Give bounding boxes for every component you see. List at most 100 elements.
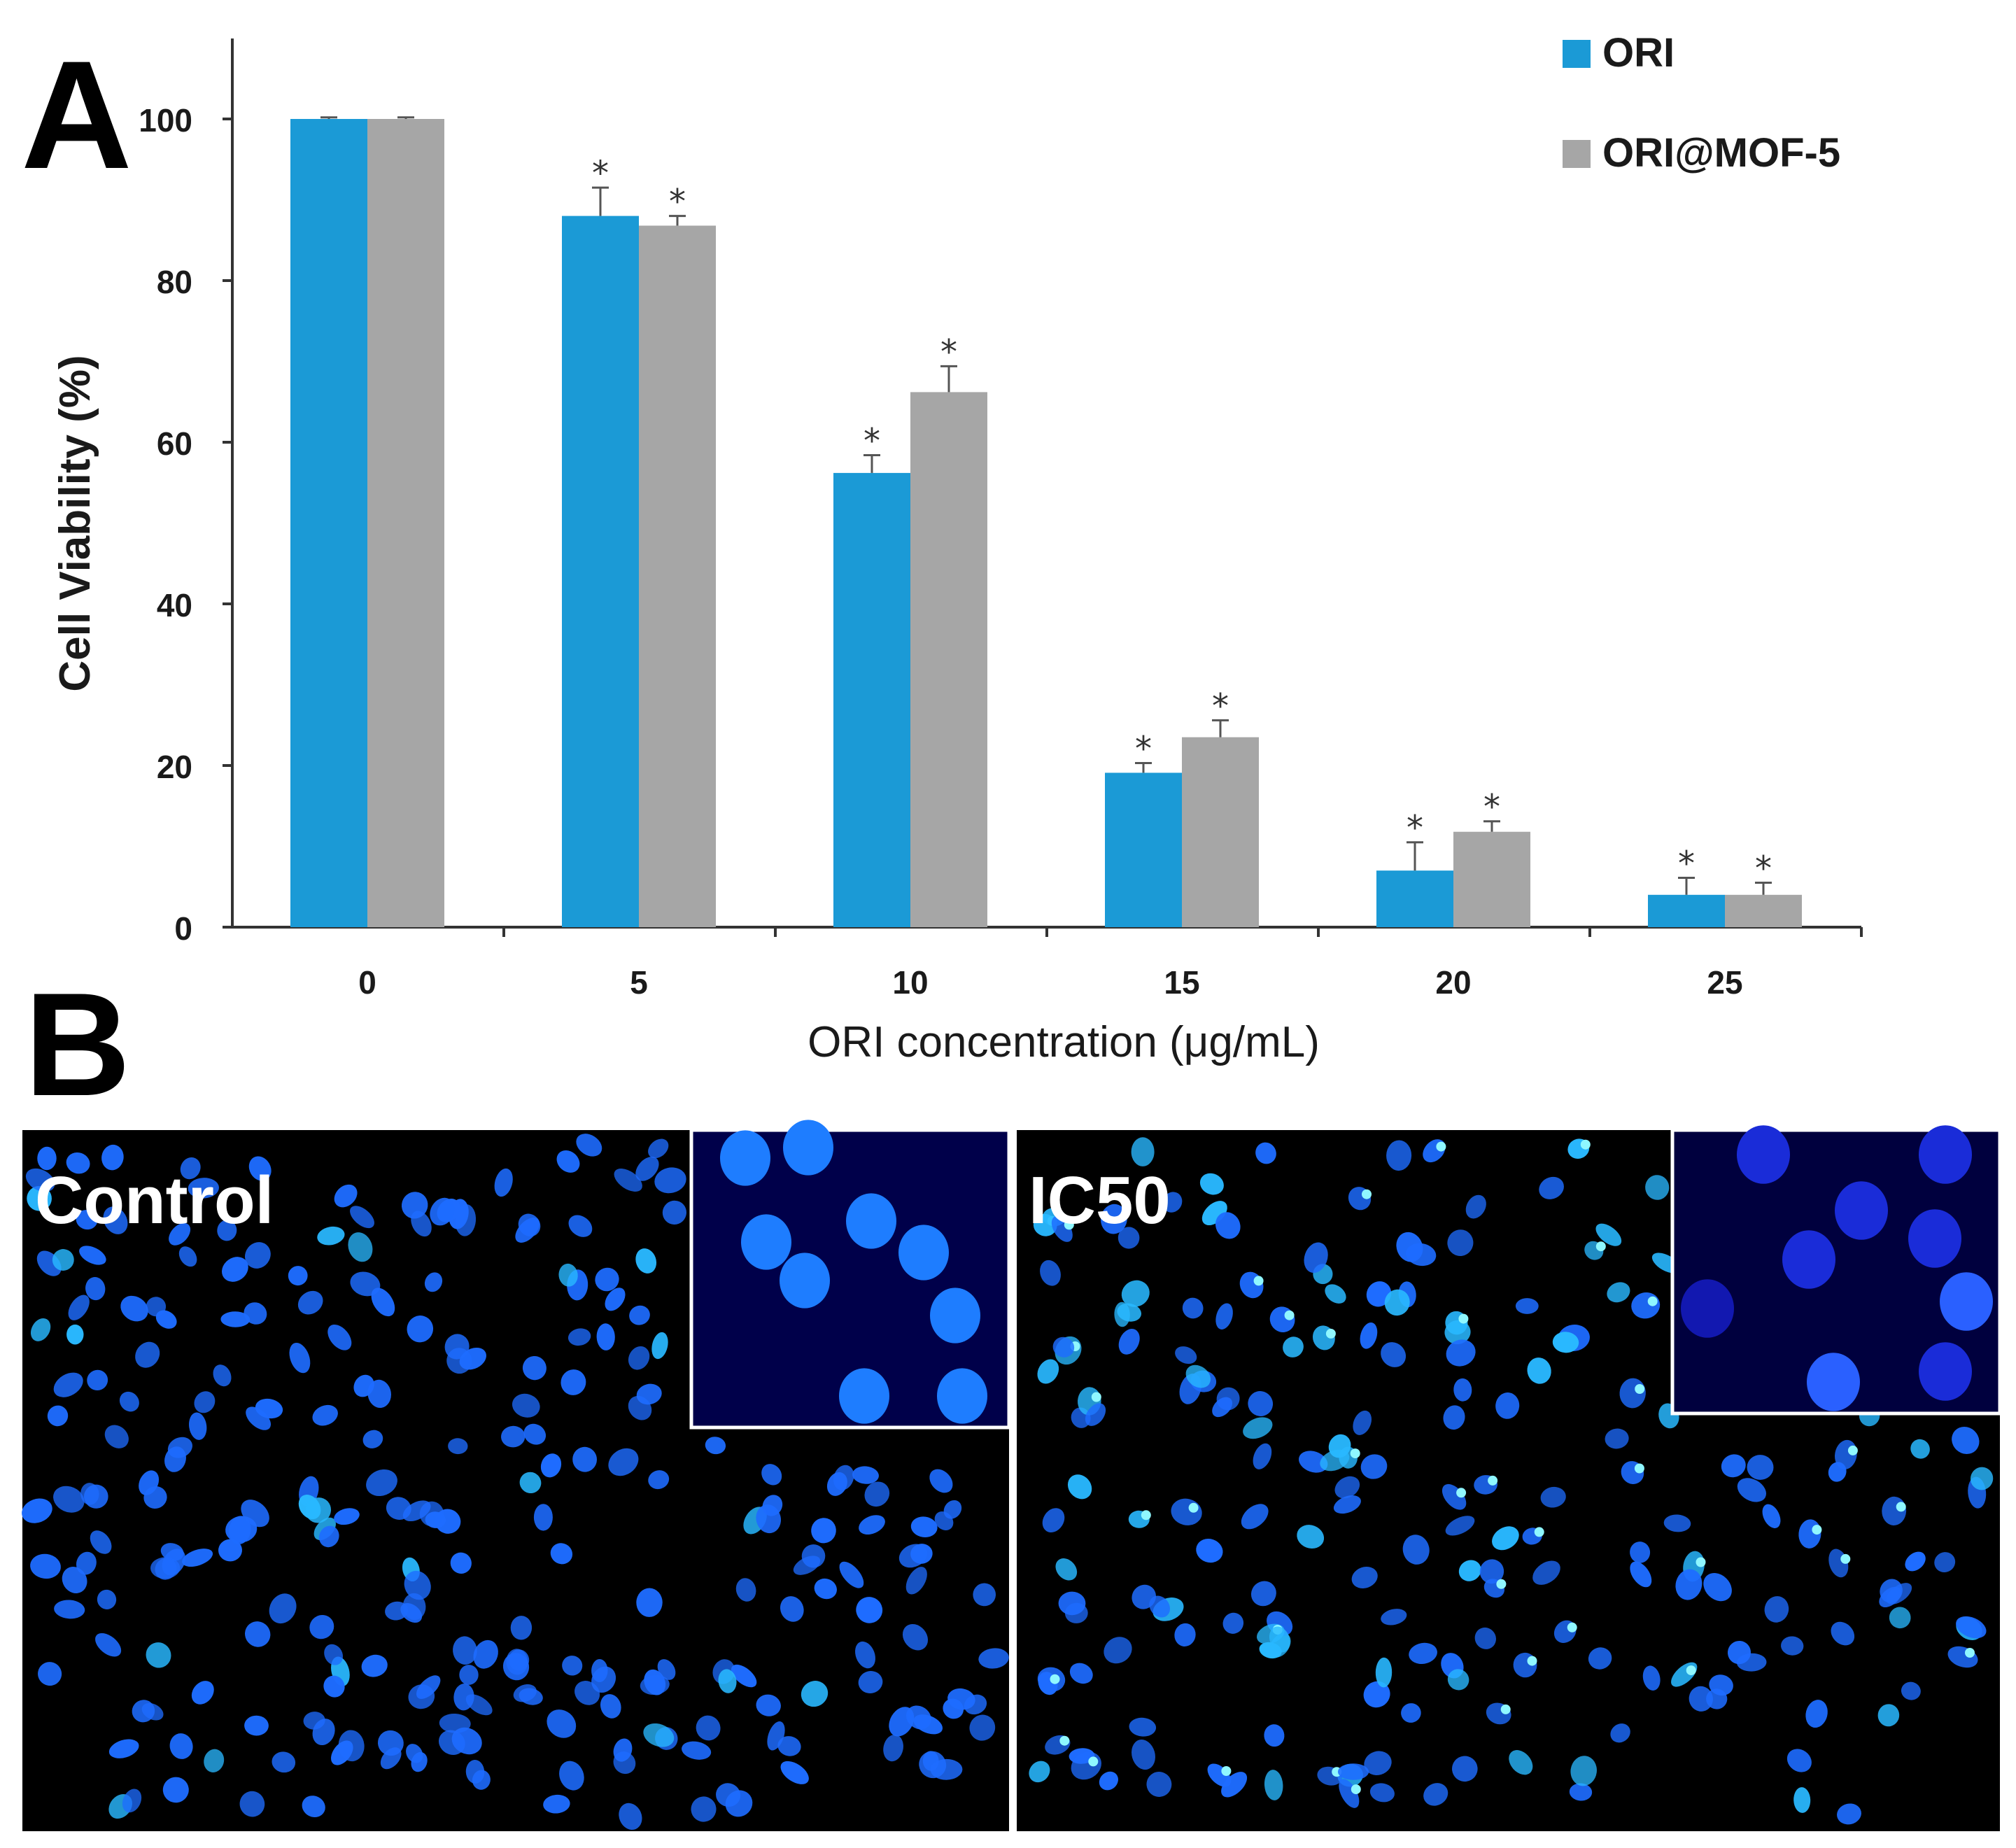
nucleus bbox=[424, 1272, 443, 1292]
x-axis-label: ORI concentration (μg/mL) bbox=[808, 1018, 1320, 1066]
nucleus bbox=[1837, 1803, 1861, 1825]
x-ticks: 0 5 10 15 20 25 bbox=[358, 927, 1863, 1001]
nucleus bbox=[1721, 1454, 1746, 1478]
apoptotic-body bbox=[1064, 1220, 1074, 1230]
nucleus bbox=[1423, 1783, 1448, 1806]
nucleus bbox=[80, 1483, 99, 1505]
apoptotic-body bbox=[1580, 1139, 1591, 1150]
nucleus bbox=[317, 1226, 345, 1246]
apoptotic-body bbox=[1686, 1665, 1696, 1676]
nucleus bbox=[1446, 1339, 1476, 1367]
nucleus bbox=[856, 1597, 883, 1623]
nucleus bbox=[162, 1777, 189, 1803]
nucleus bbox=[204, 1749, 225, 1772]
inset-nucleus bbox=[1919, 1125, 1972, 1184]
nucleus bbox=[229, 1516, 251, 1544]
nucleus bbox=[934, 1511, 954, 1530]
nucleus bbox=[402, 1593, 426, 1621]
nucleus bbox=[1709, 1674, 1733, 1696]
nucleus bbox=[1570, 1756, 1597, 1786]
nucleus bbox=[562, 1656, 583, 1676]
nucleus bbox=[513, 1684, 537, 1702]
nucleus bbox=[1255, 1142, 1276, 1164]
bars bbox=[290, 119, 1802, 928]
y-ticks: 0 20 40 60 80 100 bbox=[139, 102, 232, 947]
nucleus bbox=[407, 1316, 434, 1343]
nucleus bbox=[1221, 1772, 1248, 1798]
legend-label-ori: ORI bbox=[1602, 30, 1675, 76]
nucleus bbox=[889, 1707, 915, 1737]
nucleus bbox=[572, 1446, 598, 1472]
nucleus bbox=[1104, 1637, 1132, 1664]
nucleus bbox=[814, 1578, 837, 1600]
ic50-inset bbox=[1670, 1125, 2002, 1416]
nucleus bbox=[1532, 1560, 1560, 1585]
nucleus bbox=[1351, 1566, 1378, 1589]
nucleus bbox=[767, 1721, 785, 1751]
bar-ori-mof5-0 bbox=[367, 119, 444, 927]
nucleus bbox=[455, 1204, 477, 1236]
ic50-inset-nuclei bbox=[1681, 1125, 1993, 1411]
significance-star: * bbox=[1755, 849, 1772, 888]
nucleus bbox=[651, 1332, 668, 1360]
nucleus bbox=[108, 1739, 139, 1758]
nucleus bbox=[1934, 1552, 1956, 1573]
nucleus bbox=[1569, 1783, 1593, 1801]
apoptotic-body bbox=[1595, 1241, 1606, 1252]
nucleus bbox=[135, 1341, 160, 1368]
nucleus bbox=[793, 1556, 821, 1575]
x-tick-label: 15 bbox=[1164, 964, 1199, 1001]
nucleus bbox=[756, 1504, 781, 1534]
nucleus bbox=[1264, 1770, 1283, 1800]
nucleus bbox=[1129, 1717, 1157, 1737]
nucleus bbox=[613, 1751, 636, 1775]
significance-star: * bbox=[864, 421, 880, 460]
nucleus bbox=[636, 1588, 663, 1617]
nucleus bbox=[864, 1481, 890, 1507]
apoptotic-body bbox=[1350, 1448, 1360, 1459]
nucleus bbox=[1325, 1284, 1346, 1304]
nucleus bbox=[1253, 1443, 1272, 1469]
nucleus bbox=[52, 1249, 74, 1271]
nucleus bbox=[404, 1570, 431, 1600]
nucleus bbox=[22, 1498, 52, 1523]
nucleus bbox=[465, 1694, 493, 1716]
nucleus bbox=[619, 1803, 642, 1830]
nucleus bbox=[1029, 1761, 1050, 1783]
inset-nucleus bbox=[780, 1253, 830, 1309]
bar-ori-mof5-10 bbox=[910, 392, 987, 927]
nucleus bbox=[453, 1636, 477, 1665]
nucleus bbox=[155, 1558, 177, 1580]
nucleus bbox=[25, 1168, 55, 1192]
nucleus bbox=[362, 1430, 383, 1448]
nucleus bbox=[614, 1169, 642, 1192]
nucleus bbox=[826, 1472, 847, 1496]
nucleus bbox=[780, 1596, 804, 1622]
nucleus bbox=[1458, 1560, 1481, 1581]
error-bars bbox=[320, 116, 1772, 895]
ic50-label: IC50 bbox=[1029, 1163, 1171, 1238]
nucleus bbox=[780, 1761, 809, 1784]
nucleus bbox=[1747, 1455, 1774, 1480]
nucleus bbox=[1495, 1392, 1520, 1419]
nucleus bbox=[439, 1713, 471, 1733]
nucleus bbox=[255, 1398, 283, 1419]
nucleus bbox=[550, 1543, 573, 1565]
nucleus bbox=[1222, 1612, 1244, 1634]
nucleus bbox=[657, 1659, 676, 1680]
y-tick-label: 100 bbox=[139, 102, 192, 139]
nucleus bbox=[1905, 1551, 1926, 1572]
legend-swatch-ori-mof5 bbox=[1563, 140, 1591, 168]
nucleus bbox=[1786, 1749, 1812, 1772]
micrograph-control: Control bbox=[22, 1120, 1011, 1831]
bar-ori-mof5-25 bbox=[1725, 894, 1802, 927]
nucleus bbox=[600, 1694, 621, 1719]
nucleus bbox=[1540, 1486, 1566, 1508]
nucleus bbox=[146, 1297, 167, 1317]
nucleus bbox=[502, 1653, 530, 1681]
nucleus bbox=[1384, 1289, 1410, 1316]
nucleus bbox=[1216, 1387, 1240, 1411]
nucleus bbox=[1492, 1526, 1519, 1551]
nucleus bbox=[1375, 1657, 1393, 1688]
significance-star: * bbox=[1407, 809, 1423, 848]
